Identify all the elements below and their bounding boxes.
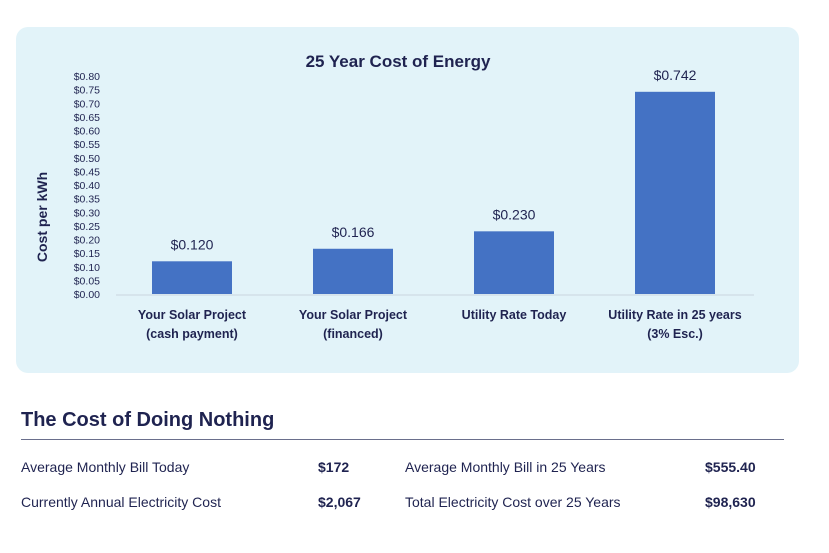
x-category-label: Your Solar Project <box>299 308 408 322</box>
avg-monthly-bill-today-value: $172 <box>318 459 350 475</box>
y-tick-label: $0.50 <box>74 153 100 165</box>
y-tick-label: $0.00 <box>74 289 100 301</box>
y-tick-label: $0.55 <box>74 139 100 151</box>
bar-data-label: $0.120 <box>171 236 214 252</box>
bar <box>635 91 715 295</box>
y-tick-label: $0.35 <box>74 194 100 206</box>
bars <box>152 91 715 295</box>
bar <box>152 261 232 294</box>
chart-panel: 25 Year Cost of Energy Cost per kWh $0.0… <box>16 27 799 373</box>
x-category-label: (cash payment) <box>146 327 238 341</box>
bar-chart: 25 Year Cost of Energy Cost per kWh $0.0… <box>34 52 754 341</box>
x-axis-categories: Your Solar Project (cash payment) Your Sol… <box>138 308 742 341</box>
bar-data-label: $0.166 <box>332 224 375 240</box>
y-tick-label: $0.25 <box>74 221 100 233</box>
x-category-label: Utility Rate in 25 years <box>608 308 741 322</box>
bar-data-label: $0.230 <box>493 206 536 222</box>
y-tick-label: $0.40 <box>74 180 100 192</box>
avg-monthly-bill-25yr-value: $555.40 <box>705 459 756 475</box>
total-cost-25yr-label: Total Electricity Cost over 25 Years <box>405 494 621 510</box>
data-labels: $0.120 $0.166 $0.230 $0.742 <box>171 67 697 252</box>
y-tick-label: $0.20 <box>74 235 100 247</box>
y-tick-label: $0.45 <box>74 166 100 178</box>
y-tick-label: $0.30 <box>74 207 100 219</box>
annual-electricity-cost-label: Currently Annual Electricity Cost <box>21 494 221 510</box>
total-cost-25yr-value: $98,630 <box>705 494 756 510</box>
chart-title: 25 Year Cost of Energy <box>306 52 491 71</box>
y-tick-label: $0.60 <box>74 126 100 138</box>
y-tick-label: $0.10 <box>74 262 100 274</box>
x-category-label: Utility Rate Today <box>462 308 567 322</box>
bar <box>313 248 393 294</box>
bar-data-label: $0.742 <box>654 67 697 83</box>
bar <box>474 231 554 294</box>
x-category-label: Your Solar Project <box>138 308 247 322</box>
y-tick-label: $0.15 <box>74 248 100 260</box>
y-tick-label: $0.05 <box>74 275 100 287</box>
avg-monthly-bill-25yr-label: Average Monthly Bill in 25 Years <box>405 459 606 475</box>
cost-section-title: The Cost of Doing Nothing <box>21 409 275 431</box>
y-tick-label: $0.65 <box>74 112 100 124</box>
x-category-label: (3% Esc.) <box>647 327 703 341</box>
y-tick-label: $0.75 <box>74 85 100 97</box>
annual-electricity-cost-value: $2,067 <box>318 494 361 510</box>
y-tick-label: $0.70 <box>74 98 100 110</box>
section-divider <box>21 439 784 440</box>
y-axis-ticks: $0.00 $0.05$0.10 $0.15$0.20 $0.25 $0.30$0.35… <box>74 71 100 301</box>
x-category-label: (financed) <box>323 327 383 341</box>
avg-monthly-bill-today-label: Average Monthly Bill Today <box>21 459 190 475</box>
y-tick-label: $0.80 <box>74 71 100 83</box>
y-axis-label: Cost per kWh <box>34 172 50 262</box>
